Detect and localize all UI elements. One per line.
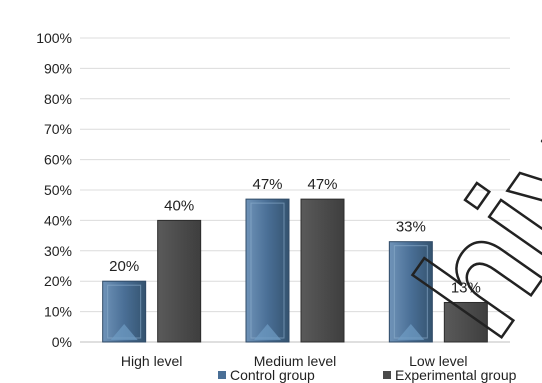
y-tick-label: 100% <box>36 30 72 46</box>
bars <box>102 198 488 343</box>
legend-label: Experimental group <box>395 367 517 383</box>
data-labels: 20% 40% 47% 47% 33% 13% <box>109 176 481 296</box>
data-label: 40% <box>164 197 194 214</box>
legend-label: Control group <box>230 367 315 383</box>
bar-bevel-tip <box>397 324 425 340</box>
bar-experimental <box>300 198 345 343</box>
y-axis-ticks: 0% 10% 20% 30% 40% 50% 60% 70% 80% 90% 100% <box>36 30 72 350</box>
bar-bevel-tip <box>254 324 281 340</box>
x-axis-labels: High level Medium level Low level <box>121 353 468 369</box>
y-tick-label: 50% <box>44 182 72 198</box>
bar-experimental <box>443 301 488 343</box>
data-label: 20% <box>109 258 139 275</box>
data-label: 47% <box>252 176 282 193</box>
y-tick-label: 0% <box>52 334 72 350</box>
bar-control <box>245 198 290 343</box>
data-label: 13% <box>451 279 481 296</box>
y-tick-label: 70% <box>44 121 72 137</box>
data-label: 47% <box>307 176 337 193</box>
gridlines <box>80 37 510 343</box>
y-tick-label: 10% <box>44 304 72 320</box>
legend-swatch <box>383 371 391 379</box>
y-tick-label: 80% <box>44 91 72 107</box>
bar-bevel-tip <box>110 324 138 340</box>
y-tick-label: 40% <box>44 212 72 228</box>
y-tick-label: 60% <box>44 152 72 168</box>
category-label: High level <box>121 353 182 369</box>
category-label: Medium level <box>254 353 336 369</box>
data-label: 33% <box>396 219 426 236</box>
y-tick-label: 90% <box>44 60 72 76</box>
y-tick-label: 20% <box>44 273 72 289</box>
category-label: Low level <box>409 353 467 369</box>
y-tick-label: 30% <box>44 243 72 259</box>
legend: Control group Experimental group <box>218 367 517 383</box>
legend-swatch <box>218 371 226 379</box>
bar-experimental <box>157 219 202 343</box>
